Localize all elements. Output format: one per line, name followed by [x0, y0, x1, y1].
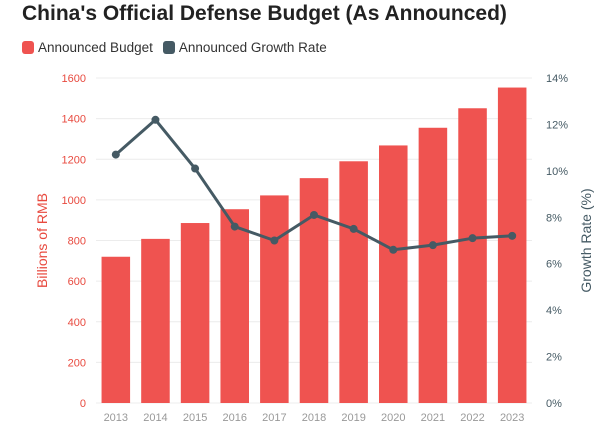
- y2-tick-label: 4%: [546, 305, 562, 317]
- bar-budget: [458, 108, 487, 403]
- legend-item-budget[interactable]: Announced Budget: [22, 40, 153, 55]
- bar-budget: [101, 256, 131, 403]
- y2-tick-label: 14%: [546, 73, 568, 85]
- x-tick-label: 2016: [222, 412, 246, 424]
- y2-tick-label: 10%: [546, 166, 568, 178]
- point-growth-rate: [428, 241, 437, 250]
- x-tick-label: 2019: [341, 412, 365, 424]
- x-tick-label: 2022: [460, 412, 484, 424]
- bar-budget: [379, 145, 408, 403]
- x-tick-label: 2013: [104, 412, 128, 424]
- legend-swatch-budget: [22, 41, 34, 54]
- y-tick-label: 600: [68, 276, 86, 288]
- x-tick-label: 2015: [183, 412, 207, 424]
- x-tick-label: 2023: [500, 412, 524, 424]
- legend-swatch-growth: [162, 41, 175, 54]
- y2-tick-label: 8%: [546, 212, 562, 224]
- legend-item-growth[interactable]: Announced Growth Rate: [162, 40, 327, 55]
- y2-tick-label: 0%: [546, 398, 562, 410]
- legend-label-budget: Announced Budget: [38, 40, 153, 55]
- bar-budget: [339, 161, 368, 403]
- y-tick-label: 400: [68, 317, 86, 329]
- y2-tick-label: 6%: [546, 259, 562, 271]
- bar-budget: [220, 209, 249, 403]
- y-tick-label: 1600: [62, 73, 86, 85]
- bar-budget: [141, 238, 170, 403]
- point-growth-rate: [270, 236, 279, 245]
- y-tick-label: 200: [68, 357, 86, 369]
- y-tick-label: 1200: [62, 154, 86, 166]
- x-tick-label: 2021: [421, 412, 445, 424]
- point-growth-rate: [389, 245, 398, 254]
- point-growth-rate: [310, 210, 318, 219]
- point-growth-rate: [508, 231, 517, 240]
- x-tick-label: 2014: [143, 412, 167, 424]
- legend: Announced Budget Announced Growth Rate: [22, 40, 337, 55]
- bar-budget: [260, 195, 289, 403]
- point-growth-rate: [230, 222, 239, 231]
- point-growth-rate: [191, 164, 200, 173]
- y-tick-label: 1000: [62, 195, 86, 207]
- point-growth-rate: [349, 224, 358, 233]
- x-tick-label: 2018: [302, 412, 326, 424]
- y-tick-label: 0: [80, 398, 86, 410]
- point-growth-rate: [468, 234, 477, 243]
- point-growth-rate: [151, 115, 160, 124]
- x-tick-label: 2020: [381, 412, 405, 424]
- y-tick-label: 1400: [62, 114, 86, 126]
- y2-tick-label: 12%: [546, 119, 568, 131]
- chart-title: China's Official Defense Budget (As Anno…: [22, 2, 507, 25]
- y2-axis-title: Growth Rate (%): [578, 188, 594, 292]
- bar-budget: [180, 223, 210, 403]
- y-tick-label: 800: [68, 236, 86, 248]
- x-tick-label: 2017: [262, 412, 286, 424]
- y2-tick-label: 2%: [546, 352, 562, 364]
- bar-budget: [497, 87, 527, 403]
- legend-label-growth: Announced Growth Rate: [178, 40, 327, 55]
- y-axis-title: Billions of RMB: [34, 193, 50, 288]
- point-growth-rate: [111, 150, 120, 159]
- bar-budget: [418, 127, 448, 403]
